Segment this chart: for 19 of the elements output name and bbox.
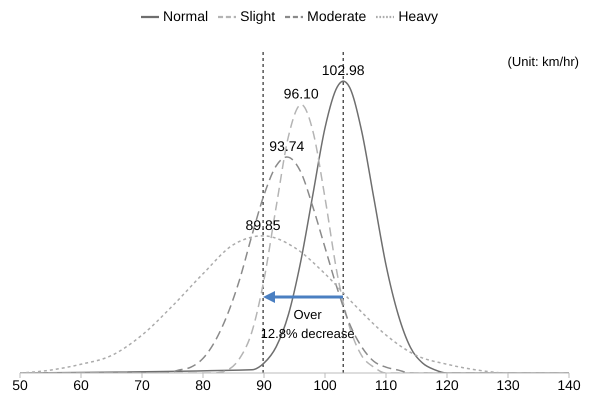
annotation: 89.85	[246, 216, 281, 233]
x-tick-label: 140	[557, 376, 581, 393]
legend-label: Moderate	[307, 8, 366, 24]
x-tick-label: 130	[496, 376, 520, 393]
x-tick-label: 50	[12, 376, 28, 393]
x-tick-label: 70	[134, 376, 150, 393]
annotation: 93.74	[269, 138, 305, 154]
x-tick-label: 120	[435, 376, 459, 393]
x-tick-label: 100	[313, 376, 337, 393]
x-tick-label: 110	[374, 376, 398, 393]
legend-label: Heavy	[398, 8, 438, 24]
annotation: 96.10	[284, 86, 319, 102]
x-tick-label: 80	[195, 376, 211, 393]
annotation: 102.98	[322, 62, 365, 78]
x-tick-label: 60	[73, 376, 89, 393]
legend-label: Slight	[240, 8, 276, 24]
legend-label: Normal	[163, 8, 208, 24]
x-tick-label: 90	[256, 376, 272, 393]
text: (Unit: km/hr)	[508, 54, 579, 69]
